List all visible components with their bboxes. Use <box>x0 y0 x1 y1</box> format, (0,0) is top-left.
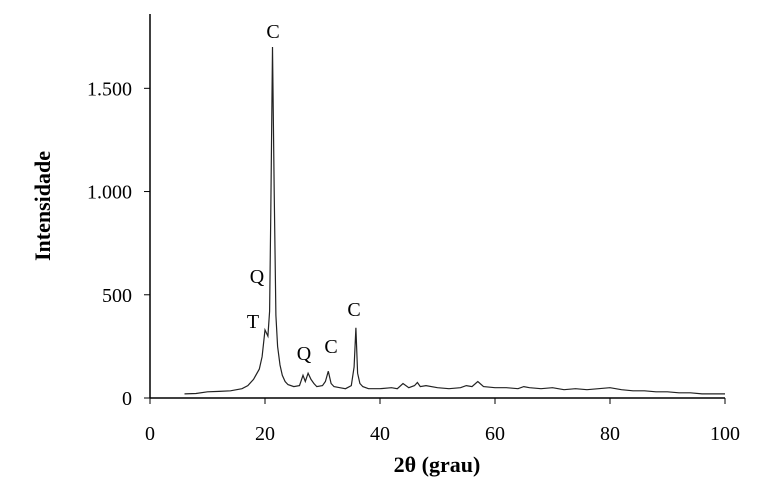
peak-label: C <box>324 336 337 358</box>
peak-label: Q <box>297 343 312 365</box>
x-tick-label: 60 <box>485 423 505 445</box>
y-tick-label: 500 <box>102 285 132 307</box>
x-tick-label: 100 <box>710 423 740 445</box>
y-axis-title: Intensidade <box>30 151 55 261</box>
data-line <box>184 46 725 395</box>
x-tick-label: 20 <box>255 423 275 445</box>
y-tick-label: 0 <box>122 388 132 410</box>
y-tick-label: 1.000 <box>87 182 132 204</box>
x-tick-label: 80 <box>600 423 620 445</box>
peak-label: Q <box>250 266 265 288</box>
x-axis-title: 2θ (grau) <box>394 452 481 477</box>
peak-label: C <box>347 299 360 321</box>
x-tick-label: 0 <box>145 423 155 445</box>
peak-label: C <box>266 21 279 43</box>
y-tick-label: 1.500 <box>87 78 132 100</box>
x-tick-label: 40 <box>370 423 390 445</box>
peak-label: T <box>247 311 259 333</box>
